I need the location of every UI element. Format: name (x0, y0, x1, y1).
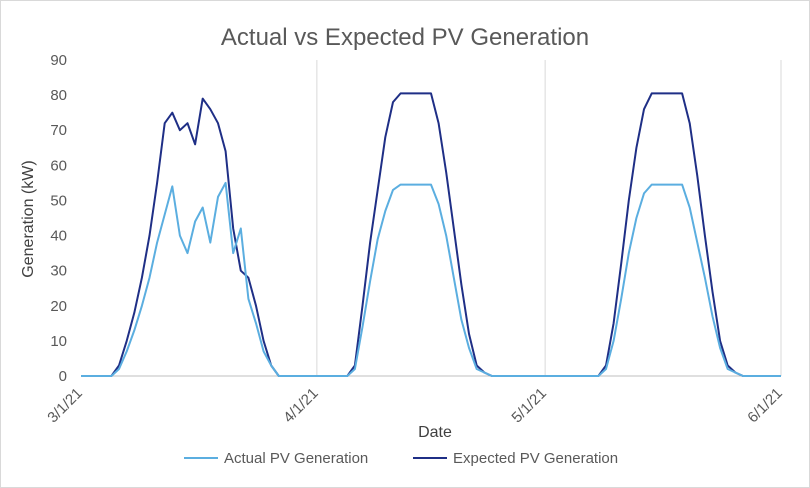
y-tick-label: 60 (50, 157, 67, 174)
y-tick-label: 30 (50, 263, 67, 280)
x-tick-label: 4/1/21 (280, 385, 322, 427)
y-tick-label: 10 (50, 333, 67, 350)
y-axis-ticks: 0 10 20 30 40 50 60 70 80 90 (50, 52, 67, 385)
x-axis-label: Date (418, 424, 452, 441)
series-line-actual (81, 181, 781, 377)
y-tick-label: 70 (50, 122, 67, 139)
series-line-expected (81, 92, 781, 377)
y-tick-label: 40 (50, 228, 67, 245)
legend: Actual PV Generation Expected PV Generati… (184, 450, 618, 467)
x-axis-ticks: 3/1/21 4/1/21 5/1/21 6/1/21 (44, 385, 786, 427)
legend-label-expected: Expected PV Generation (453, 450, 618, 467)
x-tick-label: 3/1/21 (44, 385, 86, 427)
y-tick-label: 90 (50, 52, 67, 69)
series-layer (81, 92, 781, 377)
y-tick-label: 20 (50, 298, 67, 315)
chart-title: Actual vs Expected PV Generation (221, 24, 589, 51)
y-tick-label: 50 (50, 192, 67, 209)
y-tick-label: 0 (59, 368, 67, 385)
x-tick-label: 6/1/21 (744, 385, 786, 427)
y-tick-label: 80 (50, 87, 67, 104)
x-tick-label: 5/1/21 (508, 385, 550, 427)
y-axis-label: Generation (kW) (20, 160, 37, 277)
legend-label-actual: Actual PV Generation (224, 450, 368, 467)
gridlines (316, 60, 782, 376)
